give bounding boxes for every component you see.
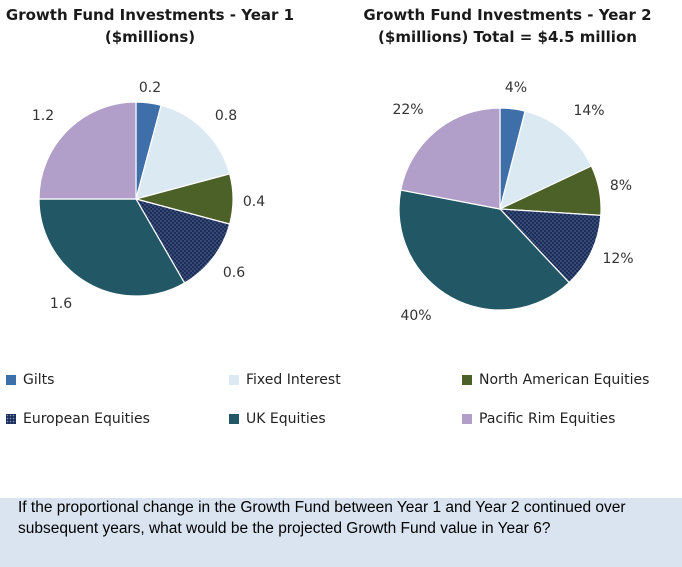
legend: Gilts Fixed Interest North American Equi… [0,365,682,435]
chart1-title: Growth Fund Investments - Year 1 ($milli… [0,4,300,48]
year2-label-european-equities: 12% [602,251,633,267]
year1-label-fixed-interest: 0.8 [215,108,237,124]
legend-swatch-fixed-interest [229,375,239,385]
chart2-title: Growth Fund Investments - Year 2 ($milli… [345,4,670,48]
year1-label-north-american-equities: 0.4 [243,194,265,210]
legend-swatch-north-american-equities [462,375,472,385]
legend-item-european-equities: European Equities [6,409,150,429]
question-box: If the proportional change in the Growth… [0,498,682,567]
legend-item-uk-equities: UK Equities [229,409,326,429]
year1-label-uk-equities: 1.6 [50,296,72,312]
question-text: If the proportional change in the Growth… [18,499,626,537]
year2-label-fixed-interest: 14% [573,103,604,119]
year1-slice-pacific-rim-equities [38,101,137,200]
legend-swatch-gilts [6,375,16,385]
legend-item-fixed-interest: Fixed Interest [229,370,341,390]
year1-label-pacific-rim-equities: 1.2 [32,108,54,124]
chart1-title-line2: ($millions) [104,28,196,46]
legend-label: Gilts [23,372,55,388]
year2-label-north-american-equities: 8% [610,178,632,194]
legend-item-north-american-equities: North American Equities [462,370,649,390]
legend-label: UK Equities [246,411,326,427]
chart1-title-line1: Growth Fund Investments - Year 1 [5,6,295,24]
legend-swatch-uk-equities [229,414,239,424]
year2-label-uk-equities: 40% [400,308,431,324]
legend-label: European Equities [23,411,150,427]
year1-slice-uk-equities [38,198,186,297]
legend-swatch-european-equities [6,414,16,424]
legend-label: Fixed Interest [246,372,341,388]
year2-label-pacific-rim-equities: 22% [392,102,423,118]
year2-slice-pacific-rim-equities [400,107,501,210]
year1-slice-fixed-interest [135,104,231,200]
pie-charts: 0.2 0.8 0.4 0.6 1.6 1.2 4% 14% 8% 12% 40% 22% [32,80,634,324]
pie-chart-year1: 0.2 0.8 0.4 0.6 1.6 1.2 [32,80,265,312]
year2-slice-uk-equities [398,189,570,311]
legend-item-gilts: Gilts [6,370,54,390]
chart2-title-line2: ($millions) Total = $4.5 million [378,28,637,46]
year2-slice-european-equities [498,208,602,284]
year2-slice-fixed-interest [499,110,593,211]
year1-label-european-equities: 0.6 [223,265,245,281]
legend-label: Pacific Rim Equities [479,411,616,427]
year1-slice-european-equities [134,198,231,284]
year2-label-gilts: 4% [505,80,527,96]
legend-swatch-pacific-rim-equities [462,414,472,424]
chart2-title-line1: Growth Fund Investments - Year 2 [363,6,652,24]
pie-chart-year2: 4% 14% 8% 12% 40% 22% [392,80,633,324]
legend-item-pacific-rim-equities: Pacific Rim Equities [462,409,615,429]
legend-label: North American Equities [479,372,650,388]
year1-label-gilts: 0.2 [139,80,161,96]
